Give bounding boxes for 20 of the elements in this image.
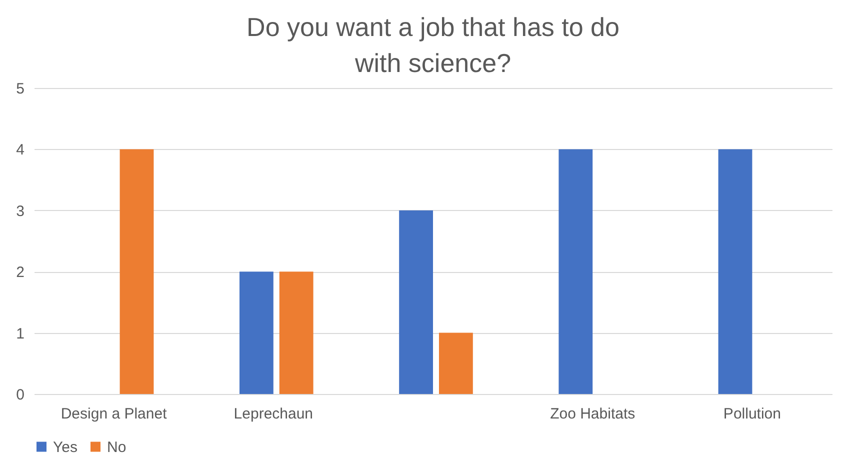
y-tick-label: 3 (16, 202, 24, 220)
legend-label: No (107, 438, 126, 456)
bar (399, 210, 433, 394)
bar (279, 272, 314, 394)
legend-label: Yes (53, 438, 78, 456)
bar (239, 272, 274, 394)
y-tick-label: 1 (16, 325, 24, 342)
y-tick-label: 4 (16, 142, 24, 159)
y-tick-label: 2 (16, 264, 24, 282)
x-tick-label: Pollution (723, 406, 781, 422)
bar (438, 332, 473, 394)
y-tick-label: 5 (16, 80, 24, 98)
y-tick-label: 0 (16, 386, 24, 404)
x-tick-label: Leprechaun (234, 406, 314, 422)
bar (718, 149, 752, 394)
bar (120, 149, 154, 394)
x-tick-label: Zoo Habitats (550, 406, 636, 422)
bar (558, 149, 593, 394)
chart-title: Do you want a job that has to do with science? (246, 12, 620, 78)
x-tick-label: Design a Planet (60, 406, 168, 422)
